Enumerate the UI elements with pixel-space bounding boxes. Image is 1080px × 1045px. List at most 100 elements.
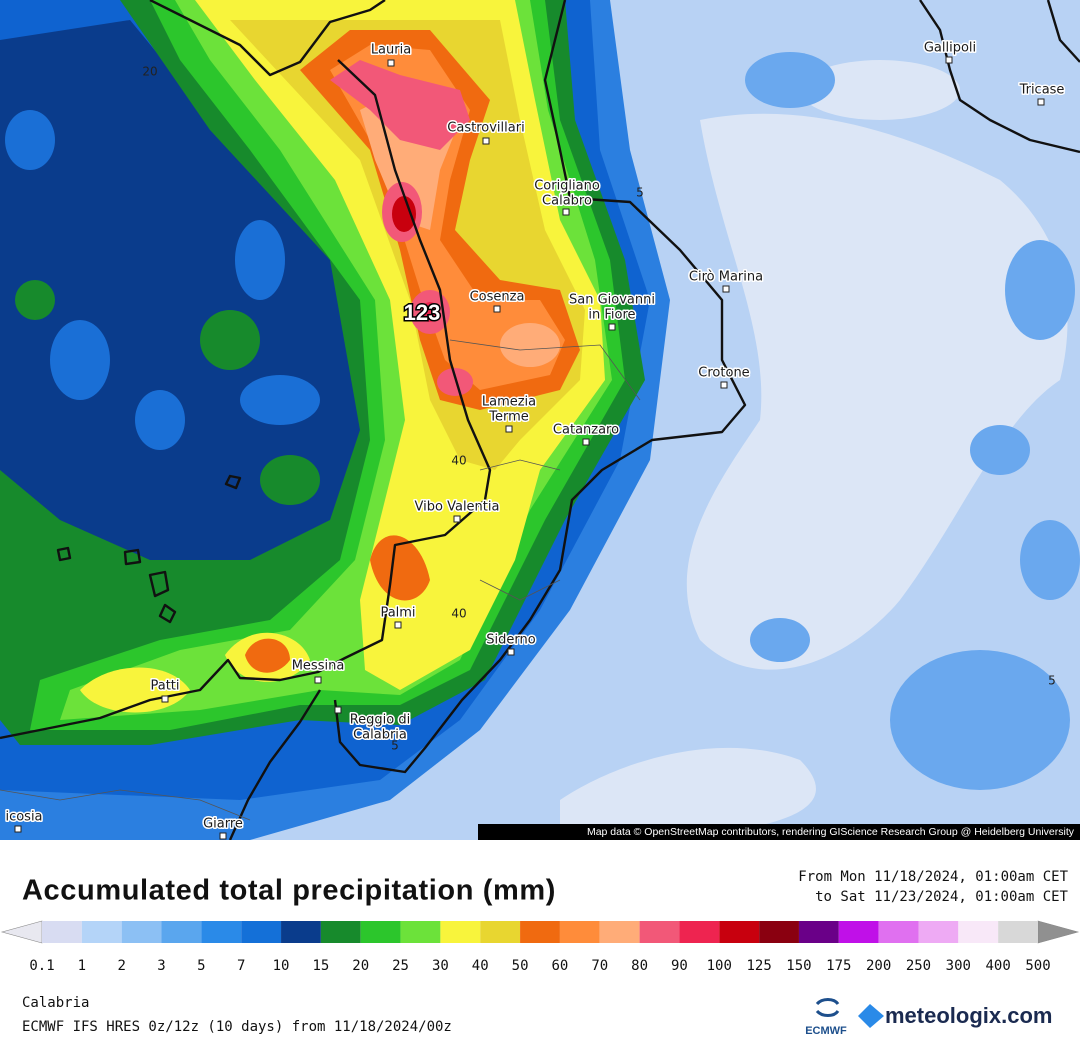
city-label: Giarre [203,817,243,832]
city-label: icosia [5,810,42,825]
meteologix-logo: meteologix.com [858,1003,1052,1028]
legend-title: Accumulated total precipitation (mm) [22,875,556,907]
colorbar-tick-label: 300 [946,958,971,974]
city-marker [453,515,461,523]
colorbar-tick-label: 90 [671,958,688,974]
city-label: Vibo Valentia [415,500,500,515]
colorbar-tick-label: 500 [1025,958,1050,974]
attribution: Map data © OpenStreetMap contributors, r… [587,826,1075,838]
city-marker [505,425,513,433]
colorbar-cell [281,921,321,943]
ecmwf-text: ECMWF [805,1025,847,1037]
colorbar-cell [958,921,999,943]
colorbar-tick-label: 2 [117,958,125,974]
city-marker [945,56,953,64]
city-marker [482,137,490,145]
city-label: Gallipoli [924,41,976,56]
colorbar-tick-label: 400 [986,958,1011,974]
city-marker [493,305,501,313]
colorbar-tick-label: 60 [551,958,568,974]
meteologix-text: meteologix.com [885,1003,1052,1028]
period-start: From Mon 11/18/2024, 01:00am CET [798,869,1068,885]
colorbar-tick-label: 80 [631,958,648,974]
colorbar-cell [918,921,959,943]
over-arrow [1037,920,1080,944]
colorbar-tick-label: 40 [472,958,489,974]
colorbar-cell [320,921,361,943]
city-label: Tricase [1019,83,1065,98]
colorbar-tick-label: 3 [157,958,165,974]
model-info: ECMWF IFS HRES 0z/12z (10 days) from 11/… [22,1019,452,1035]
city-label: Cirò Marina [689,270,763,285]
colorbar-tick-label: 30 [432,958,449,974]
period-end: to Sat 11/23/2024, 01:00am CET [815,889,1068,905]
city-marker [334,706,342,714]
colorbar-cell [639,921,680,943]
colorbar-cell [241,921,282,943]
colorbar-cell [998,921,1038,943]
city-label: Calabro [542,194,592,209]
colorbar-cell [878,921,919,943]
precipitation-field [0,0,1080,840]
city-label: Corigliano [534,179,600,194]
max-value-label: 123 [404,300,441,325]
city-label: Crotone [698,366,749,381]
colorbar-tick-label: 200 [866,958,891,974]
city-marker [720,381,728,389]
city-marker [1037,98,1045,106]
colorbar-tick-label: 50 [512,958,529,974]
city-marker [394,621,402,629]
contour-label: 20 [142,65,157,79]
city-marker [314,676,322,684]
colorbar-tick-label: 25 [392,958,409,974]
contour-label: 5 [1048,674,1056,688]
city-label: Lauria [371,43,411,58]
colorbar-cell [798,921,839,943]
colorbar-tick-label: 175 [826,958,851,974]
city-marker [722,285,730,293]
colorbar-cell [42,921,82,943]
city-label: Cosenza [470,290,525,305]
city-marker [582,438,590,446]
colorbar-tick-label: 150 [786,958,811,974]
contour-label: 5 [636,186,644,200]
city-marker [562,208,570,216]
colorbar-cell [121,921,162,943]
city-layer: Lauria Gallipoli Tricase Castrovillari Corig… [4,39,1066,840]
city-marker [219,832,227,840]
colorbar-cell [161,921,202,943]
city-marker [608,323,616,331]
colorbar-cell [480,921,521,943]
colorbar-tick-label: 250 [906,958,931,974]
colorbar-tick-label: 10 [273,958,290,974]
colorbar-cell [360,921,401,943]
contour-label: 5 [391,739,399,753]
colorbar-tick-label: 100 [707,958,732,974]
city-marker [14,825,22,833]
city-label: Castrovillari [447,121,524,136]
city-marker [161,695,169,703]
city-label: Siderno [486,633,535,648]
colorbar-cell [440,921,481,943]
colorbar-cell [759,921,799,943]
colorbar-tick-label: 125 [746,958,771,974]
city-marker [387,59,395,67]
colorbar-tick-label: 7 [237,958,245,974]
colorbar-tick-label: 15 [312,958,329,974]
ecmwf-logo: ECMWF [805,998,847,1037]
colorbar-cell [559,921,600,943]
colorbar-cell [81,921,122,943]
colorbar-cell [201,921,242,943]
colorbar-tick-label: 70 [591,958,608,974]
city-label: Catanzaro [553,423,619,438]
colorbar-cell [400,921,441,943]
colorbar-tick-label: 5 [197,958,205,974]
city-label: Terme [488,410,529,425]
city-label: San Giovanni [569,293,655,308]
city-label: Lamezia [482,395,536,410]
city-marker [507,648,515,656]
colorbar-cell [838,921,879,943]
colorbar-tick-label: 0.1 [29,958,54,974]
